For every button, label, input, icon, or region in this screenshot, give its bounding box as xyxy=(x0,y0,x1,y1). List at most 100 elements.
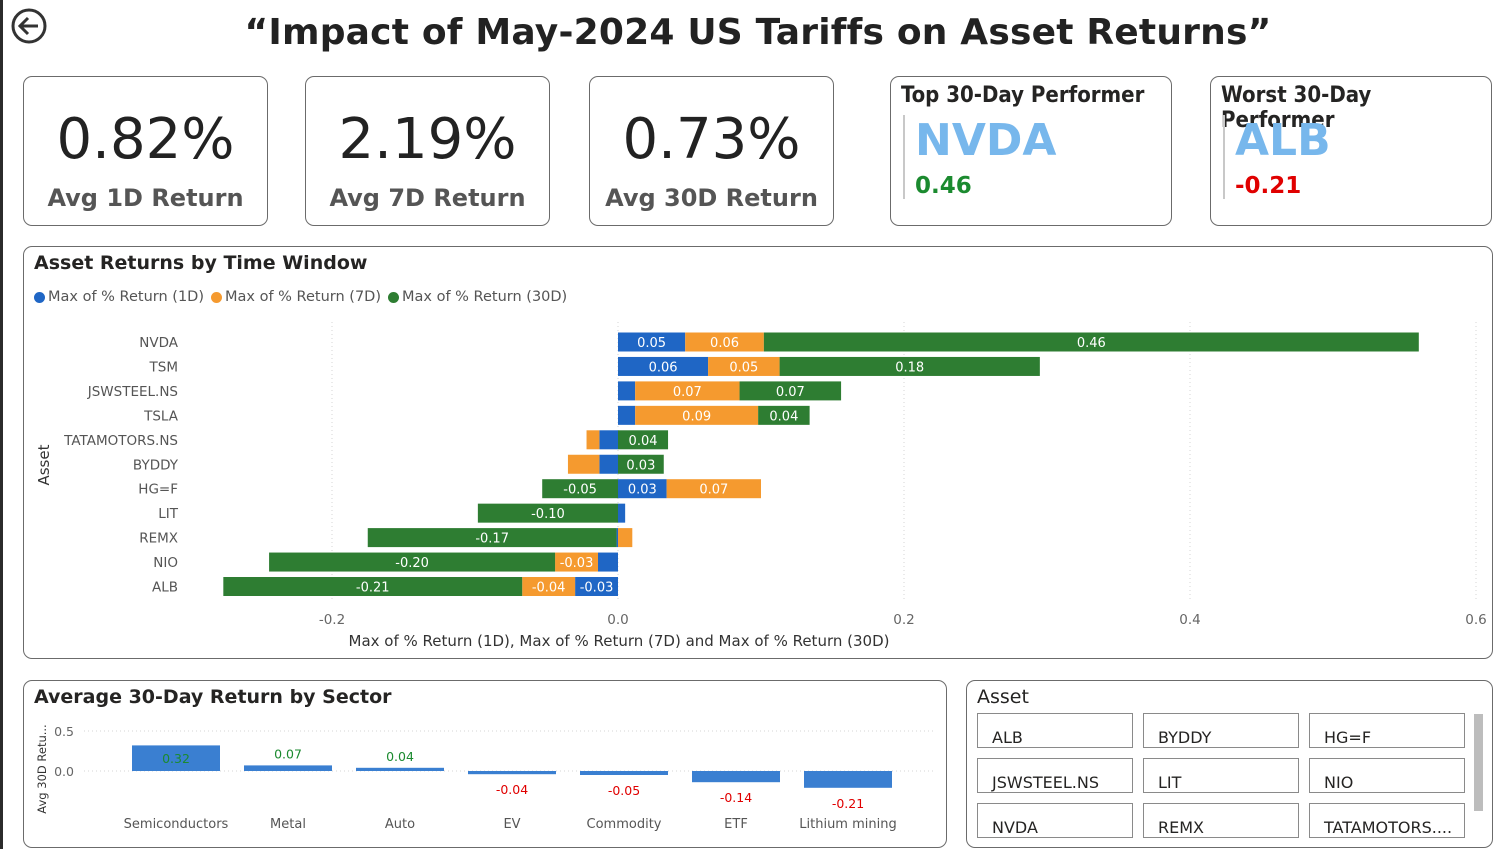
slicer-tile-label: NIO xyxy=(1324,773,1354,792)
kpi-value: 0.82% xyxy=(56,107,235,172)
slicer-scrollbar[interactable] xyxy=(1474,714,1483,811)
kpi-label: Avg 30D Return xyxy=(605,184,818,212)
sector-returns-panel[interactable]: Average 30-Day Return by Sector 0.5 0.0 Av… xyxy=(23,680,947,848)
y-tick-label: NIO xyxy=(153,555,178,571)
data-label: 0.07 xyxy=(274,746,302,761)
chart-legend: Max of % Return (1D) Max of % Return (7D… xyxy=(34,289,567,305)
kpi-card-avg-1d[interactable]: 0.82% Avg 1D Return xyxy=(23,76,268,226)
slicer-tile-label: LIT xyxy=(1158,773,1182,792)
legend-label: Max of % Return (30D) xyxy=(402,289,568,305)
slicer-tile-label: REMX xyxy=(1158,818,1204,837)
y-tick-label: JSWSTEEL.NS xyxy=(87,384,178,400)
x-tick-label: Lithium mining xyxy=(799,817,896,832)
top-performer-ticker: NVDA xyxy=(915,115,1057,166)
bar-segment xyxy=(555,552,598,572)
x-tick-label: 0.2 xyxy=(893,612,914,628)
bar-segment xyxy=(542,479,618,499)
bar-segment xyxy=(367,528,617,548)
back-arrow-icon[interactable] xyxy=(10,7,48,45)
slicer-tile-label: ALB xyxy=(992,728,1023,747)
kpi-card-avg-7d[interactable]: 2.19% Avg 7D Return xyxy=(305,76,550,226)
bar-segment xyxy=(616,528,618,548)
bar-segment xyxy=(618,405,636,425)
top-performer-title: Top 30-Day Performer xyxy=(901,83,1145,108)
sector-bar xyxy=(580,771,668,775)
y-tick-label: ALB xyxy=(152,580,178,596)
slicer-title: Asset xyxy=(977,686,1029,708)
bar-segment xyxy=(618,528,633,548)
legend-dot-30d xyxy=(388,291,399,303)
worst-performer-card[interactable]: Worst 30-Day Performer ALB -0.21 xyxy=(1210,76,1492,226)
data-label: 0.46 xyxy=(1077,336,1106,351)
bar-segment xyxy=(618,430,669,450)
data-label: 0.04 xyxy=(629,434,658,449)
y-tick-label: 0.0 xyxy=(54,764,74,779)
bar-segment xyxy=(763,332,1419,352)
kpi-label: Avg 1D Return xyxy=(47,184,244,212)
y-tick-label: TATAMOTORS.NS xyxy=(63,433,178,449)
data-label: 0.07 xyxy=(776,385,805,400)
data-label: -0.03 xyxy=(580,581,614,596)
slicer-tile-label: TATAMOTORS.... xyxy=(1324,818,1453,837)
asset-slicer[interactable]: Asset ALB BYDDY HG=F JSWSTEEL.NS LIT NIO… xyxy=(966,680,1493,848)
sector-bar xyxy=(356,767,444,771)
slicer-tile[interactable]: NVDA xyxy=(977,803,1133,838)
bar-segment xyxy=(618,332,686,352)
slicer-tile[interactable]: REMX xyxy=(1143,803,1299,838)
bar-segment xyxy=(477,503,618,523)
x-tick-label: 0.4 xyxy=(1179,612,1200,628)
bar-segment xyxy=(269,552,556,572)
y-tick-label: LIT xyxy=(158,506,179,522)
data-label: -0.10 xyxy=(531,507,565,522)
legend-label: Max of % Return (7D) xyxy=(225,289,381,305)
x-tick-label: Semiconductors xyxy=(124,817,229,832)
bar-segment xyxy=(223,577,523,596)
top-performer-value: 0.46 xyxy=(915,173,972,199)
slicer-tile[interactable]: NIO xyxy=(1309,758,1465,793)
sector-bar xyxy=(692,771,780,783)
legend-item-30d[interactable]: Max of % Return (30D) xyxy=(388,289,567,305)
sector-bar xyxy=(132,745,220,771)
bar-segment xyxy=(758,405,810,425)
bar-segment xyxy=(599,430,618,450)
legend-dot-1d xyxy=(34,291,45,303)
x-tick-label: Commodity xyxy=(587,817,662,832)
bar-segment xyxy=(575,577,618,596)
slicer-tile[interactable]: LIT xyxy=(1143,758,1299,793)
sector-bar xyxy=(804,771,892,788)
bar-segment xyxy=(618,503,626,523)
accent-divider xyxy=(1223,115,1225,199)
data-label: 0.06 xyxy=(710,336,739,351)
asset-returns-panel[interactable]: Asset Returns by Time Window Max of % Re… xyxy=(23,246,1493,659)
slicer-tile-label: JSWSTEEL.NS xyxy=(992,773,1099,792)
sector-bar xyxy=(468,771,556,775)
sector-bar xyxy=(244,765,332,771)
bar-segment xyxy=(779,356,1040,376)
bar-segment xyxy=(635,405,759,425)
bar-segment xyxy=(685,332,764,352)
data-label: -0.03 xyxy=(560,556,594,571)
legend-item-1d[interactable]: Max of % Return (1D) xyxy=(34,289,204,305)
slicer-tile[interactable]: JSWSTEEL.NS xyxy=(977,758,1133,793)
asset-returns-title: Asset Returns by Time Window xyxy=(34,252,368,274)
data-label: 0.07 xyxy=(699,483,728,498)
accent-divider xyxy=(903,115,905,199)
data-label: 0.03 xyxy=(626,458,655,473)
legend-item-7d[interactable]: Max of % Return (7D) xyxy=(211,289,381,305)
legend-label: Max of % Return (1D) xyxy=(48,289,204,305)
y-tick-label: TSM xyxy=(149,359,178,375)
y-axis-title: Asset xyxy=(35,444,53,485)
slicer-tile[interactable]: HG=F xyxy=(1309,713,1465,748)
bar-segment xyxy=(618,454,664,474)
kpi-card-avg-30d[interactable]: 0.73% Avg 30D Return xyxy=(589,76,834,226)
y-tick-label: NVDA xyxy=(139,335,178,351)
y-tick-label: 0.5 xyxy=(54,724,74,739)
legend-dot-7d xyxy=(211,291,222,303)
bar-segment xyxy=(586,430,600,450)
top-performer-card[interactable]: Top 30-Day Performer NVDA 0.46 xyxy=(890,76,1172,226)
slicer-tile[interactable]: ALB xyxy=(977,713,1133,748)
slicer-tile[interactable]: TATAMOTORS.... xyxy=(1309,803,1465,838)
slicer-tile[interactable]: BYDDY xyxy=(1143,713,1299,748)
x-tick-label: Auto xyxy=(385,817,415,832)
